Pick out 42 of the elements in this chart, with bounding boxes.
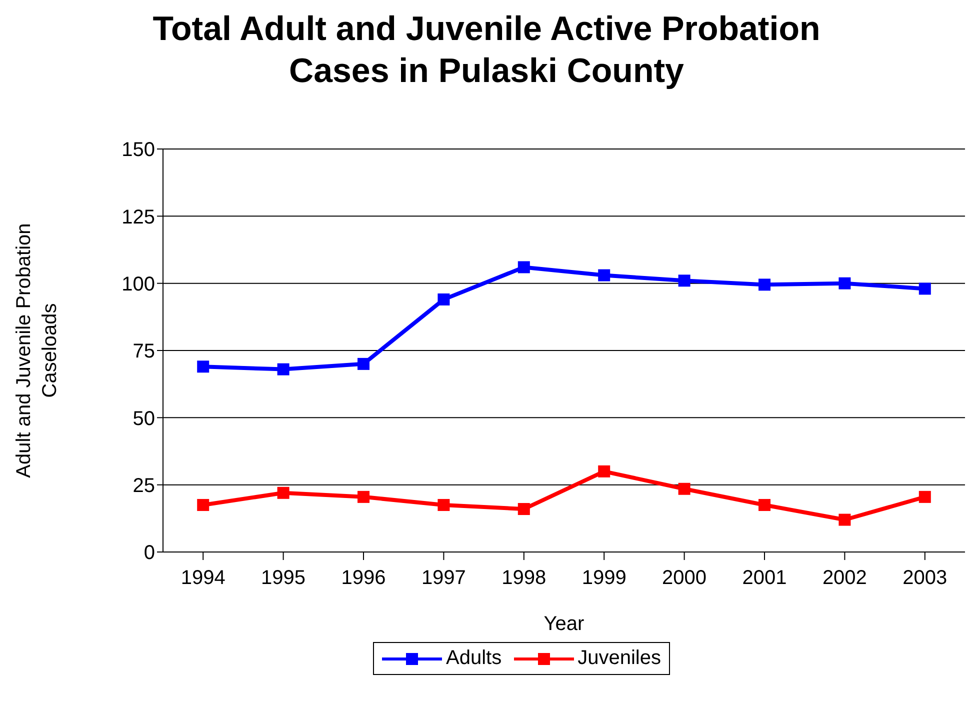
x-tick-label: 1996 — [341, 567, 386, 590]
point — [758, 498, 770, 511]
point — [678, 482, 690, 495]
point — [678, 274, 690, 287]
x-axis-title: Year — [544, 613, 585, 635]
point — [918, 490, 931, 503]
point — [197, 498, 210, 511]
point — [518, 261, 530, 274]
point — [197, 360, 210, 373]
point — [838, 277, 851, 290]
point — [438, 293, 450, 306]
x-tick-label: 1999 — [582, 567, 626, 590]
point — [438, 498, 450, 511]
x-tick-label: 1995 — [261, 567, 306, 590]
point — [358, 490, 370, 503]
y-tick-label: 100 — [122, 273, 155, 296]
x-tick-label: 1997 — [421, 567, 466, 590]
point — [598, 465, 610, 478]
y-tick-label: 150 — [122, 139, 155, 162]
point — [838, 514, 851, 526]
legend-label: Adults — [446, 647, 502, 670]
legend-label: Juveniles — [578, 647, 661, 670]
chart-title: Total Adult and Juvenile Active Probation Cases in Pulaski County — [152, 9, 822, 92]
x-tick-label: 2000 — [662, 567, 707, 590]
y-tick-label: 125 — [122, 206, 155, 228]
point — [358, 358, 370, 370]
x-tick-label: 1998 — [502, 567, 546, 590]
point — [277, 363, 290, 376]
point — [918, 282, 931, 295]
y-tick-label: 50 — [132, 408, 155, 430]
y-tick-label: 75 — [132, 340, 155, 363]
point — [277, 486, 290, 499]
x-tick-label: 1994 — [180, 567, 226, 590]
y-tick-label: 0 — [144, 542, 155, 564]
point — [518, 503, 530, 516]
x-tick-label: 2003 — [902, 567, 948, 590]
point — [598, 269, 610, 282]
point — [758, 278, 770, 291]
y-tick-label: 25 — [132, 474, 155, 497]
x-tick-label: 2002 — [822, 567, 867, 590]
y-axis-title: Adult and Juvenile Probation Caseloads — [13, 223, 61, 478]
x-tick-label: 2001 — [742, 567, 787, 590]
